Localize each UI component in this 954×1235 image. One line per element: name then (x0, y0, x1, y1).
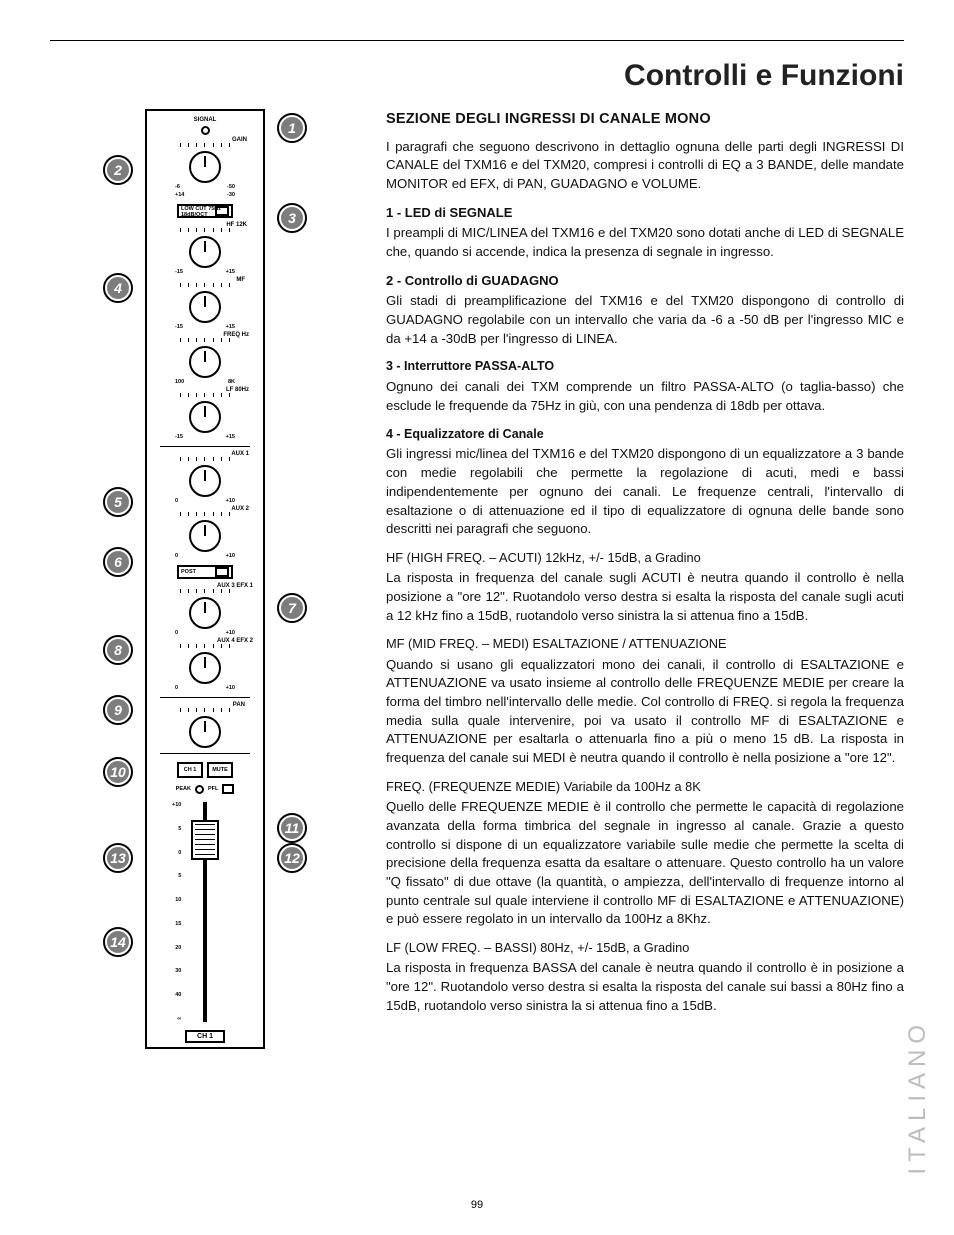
gain-label: GAIN (232, 137, 247, 143)
ch-button: CH 1 (177, 762, 203, 778)
channel-strip: SIGNAL GAIN -6-50 +14-30 LOW CUT 75Hz 18… (145, 109, 265, 1049)
item-4-heading: 4 - Equalizzatore di Canale (386, 426, 904, 444)
page-number: 99 (0, 1199, 954, 1211)
language-tab: ITALIANO (904, 1019, 932, 1175)
gain-knob (189, 151, 221, 183)
badge-3: 3 (279, 205, 305, 231)
item-3-body: Ognuno dei canali dei TXM comprende un f… (386, 378, 904, 415)
hf-heading: HF (HIGH FREQ. – ACUTI) 12kHz, +/- 15dB,… (386, 549, 904, 567)
mf-knob (189, 291, 221, 323)
fader-scale: +10 5 0 5 10 15 20 30 40 ∞ (172, 802, 181, 1022)
aux4-knob (189, 652, 221, 684)
lf-knob (189, 401, 221, 433)
item-3-heading: 3 - Interruttore PASSA-ALTO (386, 358, 904, 376)
freq-body: Quello delle FREQUENZE MEDIE è il contro… (386, 798, 904, 929)
peak-row: PEAK PFL (176, 784, 235, 794)
pan-label: PAN (233, 702, 245, 708)
mute-button: MUTE (207, 762, 233, 778)
content-columns: SIGNAL GAIN -6-50 +14-30 LOW CUT 75Hz 18… (50, 109, 904, 1049)
aux1-knob (189, 465, 221, 497)
badge-8: 8 (105, 637, 131, 663)
fader: +10 5 0 5 10 15 20 30 40 ∞ (186, 802, 224, 1022)
freq-knob (189, 346, 221, 378)
badge-1: 1 (279, 115, 305, 141)
badge-2: 2 (105, 157, 131, 183)
gain-ticks (180, 143, 230, 147)
aux3-knob (189, 597, 221, 629)
pfl-button (222, 784, 234, 794)
freq-heading: FREQ. (FREQUENZE MEDIE) Variabile da 100… (386, 778, 904, 796)
hf-body: La risposta in frequenza del canale sugl… (386, 569, 904, 625)
badge-6: 6 (105, 549, 131, 575)
badge-11: 11 (279, 815, 305, 841)
section-heading: SEZIONE DEGLI INGRESSI DI CANALE MONO (386, 109, 904, 130)
item-1-heading: 1 - LED di SEGNALE (386, 204, 904, 222)
channel-strip-wrap: SIGNAL GAIN -6-50 +14-30 LOW CUT 75Hz 18… (145, 109, 265, 1049)
badge-12: 12 (279, 845, 305, 871)
mf-heading: MF (MID FREQ. – MEDI) ESALTAZIONE / ATTE… (386, 635, 904, 653)
ch-mute-row: CH 1 MUTE (177, 762, 233, 778)
badge-9: 9 (105, 697, 131, 723)
item-2-body: Gli stadi di preamplificazione del TXM16… (386, 292, 904, 348)
lf-heading: LF (LOW FREQ. – BASSI) 80Hz, +/- 15dB, a… (386, 939, 904, 957)
pan-knob (189, 716, 221, 748)
post-switch: POST (177, 565, 233, 579)
aux2-label: AUX 2 (231, 506, 249, 512)
diagram-column: SIGNAL GAIN -6-50 +14-30 LOW CUT 75Hz 18… (50, 109, 360, 1049)
sep2 (160, 697, 250, 698)
top-rule (50, 40, 904, 41)
signal-led (201, 126, 210, 135)
section-intro: I paragrafi che seguono descrivono in de… (386, 138, 904, 194)
fader-cap (191, 820, 219, 860)
sep1 (160, 446, 250, 447)
badge-13: 13 (105, 845, 131, 871)
lowcut-switch: LOW CUT 75Hz 18dB/OCT (177, 204, 233, 218)
sep3 (160, 753, 250, 754)
channel-label: CH 1 (185, 1030, 225, 1043)
badge-7: 7 (279, 595, 305, 621)
aux2-knob (189, 520, 221, 552)
gain-scale: -6-50 (175, 184, 235, 190)
item-1-body: I preampli di MIC/LINEA del TXM16 e del … (386, 224, 904, 261)
badge-4: 4 (105, 275, 131, 301)
badge-10: 10 (105, 759, 131, 785)
badge-5: 5 (105, 489, 131, 515)
signal-label: SIGNAL (194, 117, 217, 123)
badge-14: 14 (105, 929, 131, 955)
page-title: Controlli e Funzioni (50, 59, 904, 93)
mf-body: Quando si usano gli equalizzatori mono d… (386, 656, 904, 768)
gain-scale2: +14-30 (175, 192, 235, 198)
mf-label: MF (236, 277, 245, 283)
hf-knob (189, 236, 221, 268)
peak-led (195, 785, 204, 794)
aux1-label: AUX 1 (231, 451, 249, 457)
item-2-heading: 2 - Controllo di GUADAGNO (386, 272, 904, 290)
item-4-body: Gli ingressi mic/linea del TXM16 e del T… (386, 445, 904, 539)
lf-body: La risposta in frequenza BASSA del canal… (386, 959, 904, 1015)
text-column: SEZIONE DEGLI INGRESSI DI CANALE MONO I … (386, 109, 904, 1049)
